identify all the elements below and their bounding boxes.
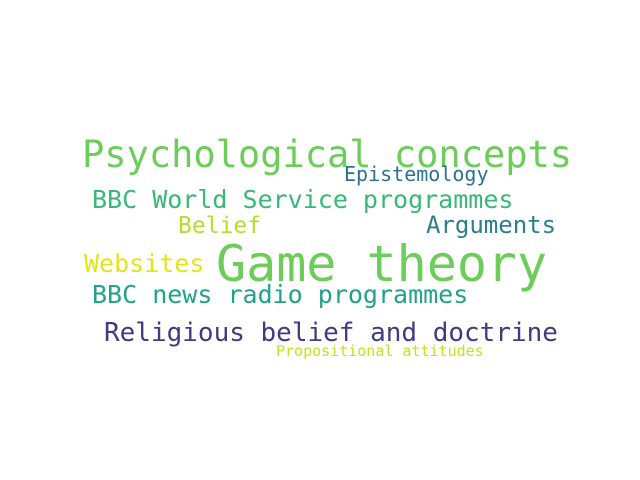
word-bbc-world-service-programmes: BBC World Service programmes — [92, 185, 514, 214]
word-epistemology: Epistemology — [344, 162, 489, 186]
word-religious-belief-and-doctrine: Religious belief and doctrine — [104, 318, 558, 348]
word-websites: Websites — [84, 249, 205, 278]
word-belief: Belief — [178, 213, 262, 239]
word-game-theory: Game theory — [216, 235, 548, 293]
word-bbc-news-radio-programmes: BBC news radio programmes — [92, 280, 469, 309]
word-arguments: Arguments — [426, 211, 557, 239]
word-propositional-attitudes: Propositional attitudes — [276, 342, 484, 360]
word-psychological-concepts: Psychological concepts — [82, 133, 573, 176]
